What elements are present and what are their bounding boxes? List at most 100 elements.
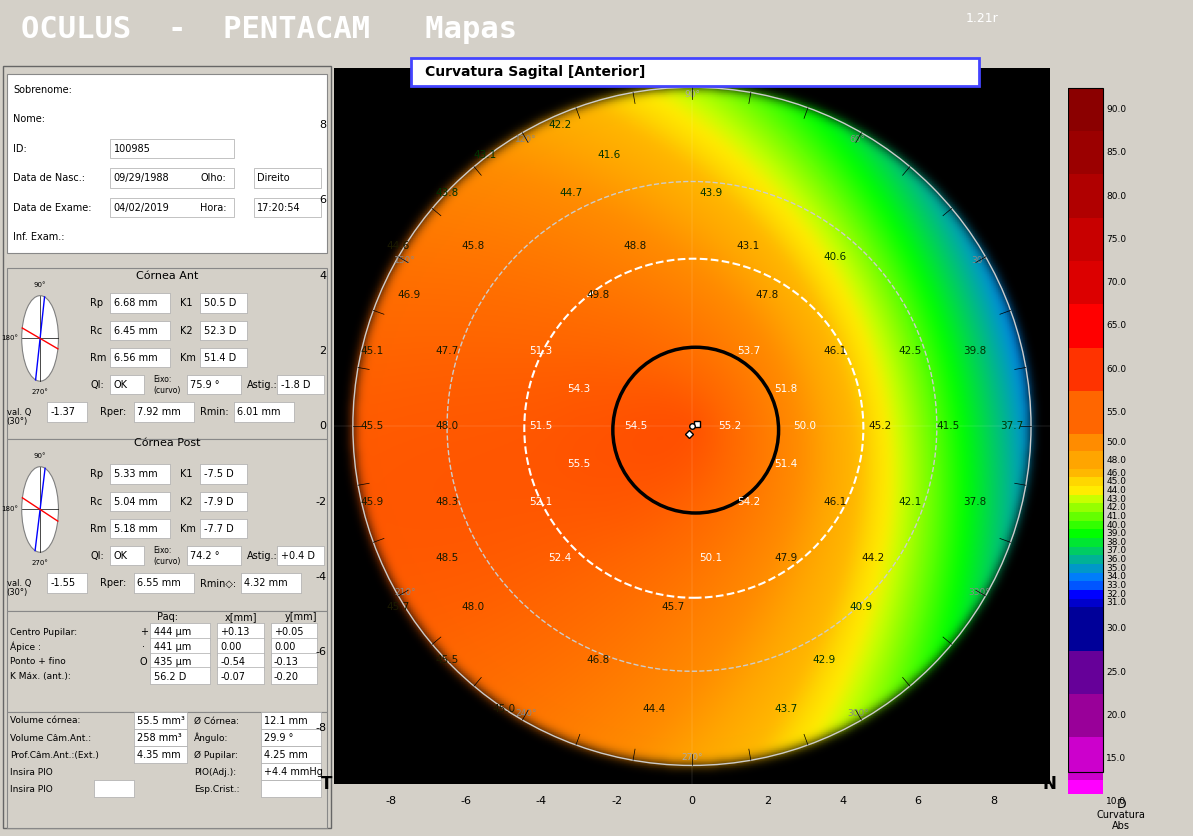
Text: 90.0: 90.0 (1106, 105, 1126, 114)
Text: 43.8: 43.8 (435, 188, 458, 198)
Text: 45.1: 45.1 (360, 346, 383, 356)
Text: 0: 0 (320, 421, 327, 431)
Text: -1.8 D: -1.8 D (280, 380, 310, 390)
Bar (1068, 131, 1102, 175)
FancyBboxPatch shape (410, 58, 978, 86)
Text: Insira PIO: Insira PIO (10, 785, 52, 794)
Text: Data de Nasc.:: Data de Nasc.: (13, 173, 86, 183)
Text: 65.0: 65.0 (1106, 322, 1126, 330)
FancyBboxPatch shape (110, 168, 234, 187)
FancyBboxPatch shape (150, 623, 210, 640)
FancyBboxPatch shape (260, 746, 321, 763)
FancyBboxPatch shape (260, 711, 321, 729)
FancyBboxPatch shape (200, 348, 247, 367)
Text: 90°: 90° (684, 90, 700, 99)
FancyBboxPatch shape (110, 293, 171, 313)
Text: 210°: 210° (394, 588, 415, 597)
FancyBboxPatch shape (217, 667, 264, 685)
Text: 8: 8 (990, 796, 997, 806)
Text: -4: -4 (536, 796, 546, 806)
Text: 90°: 90° (33, 282, 47, 288)
Text: 37.0: 37.0 (1106, 547, 1126, 555)
Text: Astig.:: Astig.: (247, 551, 278, 561)
Circle shape (21, 296, 58, 381)
Text: Rp: Rp (91, 298, 104, 308)
Text: 6: 6 (915, 796, 921, 806)
FancyBboxPatch shape (271, 653, 317, 670)
Text: 0.00: 0.00 (274, 642, 296, 652)
Text: 43.1: 43.1 (474, 150, 496, 161)
Text: 29.9 °: 29.9 ° (264, 733, 293, 743)
Text: 46.1: 46.1 (823, 346, 847, 356)
Text: 85.0: 85.0 (1106, 148, 1126, 157)
Text: 4.25 mm: 4.25 mm (264, 750, 308, 760)
Text: QI:: QI: (91, 551, 104, 561)
Text: 46.9: 46.9 (397, 289, 421, 299)
Text: 48.3: 48.3 (435, 497, 458, 507)
Text: K1: K1 (180, 470, 193, 480)
Text: Rmin◇:: Rmin◇: (200, 579, 236, 589)
Text: 120°: 120° (515, 135, 537, 144)
Text: 6.55 mm: 6.55 mm (137, 579, 180, 589)
Text: 35.0: 35.0 (1106, 563, 1126, 573)
Text: 43.1: 43.1 (737, 241, 760, 251)
Text: Esp.Crist.:: Esp.Crist.: (193, 785, 240, 794)
Text: Ø Pupilar:: Ø Pupilar: (193, 751, 237, 760)
Text: 54.5: 54.5 (624, 421, 647, 431)
Text: Córnea Ant: Córnea Ant (136, 271, 198, 281)
Text: 40.9: 40.9 (849, 602, 873, 612)
FancyBboxPatch shape (110, 375, 143, 395)
Text: 45.8: 45.8 (462, 241, 486, 251)
Text: 45.2: 45.2 (869, 421, 892, 431)
Text: 43.7: 43.7 (774, 704, 798, 714)
FancyBboxPatch shape (187, 375, 241, 395)
Text: Nome:: Nome: (13, 115, 45, 125)
FancyBboxPatch shape (200, 293, 247, 313)
Text: 55.5: 55.5 (568, 459, 591, 469)
Text: -8: -8 (385, 796, 396, 806)
Text: 47.7: 47.7 (435, 346, 458, 356)
Text: 40.0: 40.0 (1106, 521, 1126, 529)
Text: 48.0: 48.0 (1106, 456, 1126, 465)
Text: 45.7: 45.7 (387, 602, 409, 612)
FancyBboxPatch shape (271, 638, 317, 655)
Text: Sobrenome:: Sobrenome: (13, 84, 73, 94)
Text: 15.0: 15.0 (1106, 754, 1126, 763)
Text: 45.7: 45.7 (661, 602, 685, 612)
Bar (1068, 486, 1102, 495)
Text: 50.0: 50.0 (793, 421, 816, 431)
Text: 04/02/2019: 04/02/2019 (113, 203, 169, 213)
Bar (1068, 175, 1102, 217)
Text: -0.13: -0.13 (274, 657, 298, 667)
Text: 44.0: 44.0 (1106, 486, 1126, 495)
Text: 56.2 D: 56.2 D (154, 671, 186, 681)
FancyBboxPatch shape (7, 440, 327, 610)
Text: 150°: 150° (394, 256, 415, 265)
Text: Abs: Abs (1112, 821, 1131, 830)
FancyBboxPatch shape (110, 320, 171, 340)
Text: -0.07: -0.07 (221, 671, 246, 681)
Text: 42.0: 42.0 (1106, 503, 1126, 512)
Text: 270°: 270° (32, 389, 49, 395)
Text: 180°: 180° (1, 335, 18, 341)
Text: 45.0: 45.0 (1106, 477, 1126, 487)
Text: 45.5: 45.5 (360, 421, 383, 431)
Text: Paq:: Paq: (156, 612, 178, 622)
Bar (1068, 477, 1102, 486)
Text: -0.20: -0.20 (274, 671, 299, 681)
Text: Centro Pupilar:: Centro Pupilar: (10, 628, 78, 637)
Text: Curvatura: Curvatura (1098, 810, 1145, 820)
FancyBboxPatch shape (217, 653, 264, 670)
Bar (1068, 469, 1102, 477)
FancyBboxPatch shape (241, 573, 301, 593)
Bar (1068, 737, 1102, 780)
FancyBboxPatch shape (187, 546, 241, 565)
Text: 41.0: 41.0 (1106, 512, 1126, 521)
Text: 44.4: 44.4 (643, 704, 666, 714)
Text: 90°: 90° (33, 453, 47, 459)
FancyBboxPatch shape (110, 546, 143, 565)
Text: 70.0: 70.0 (1106, 278, 1126, 288)
FancyBboxPatch shape (200, 519, 247, 538)
Text: 46.8: 46.8 (586, 655, 610, 665)
FancyBboxPatch shape (7, 610, 327, 711)
